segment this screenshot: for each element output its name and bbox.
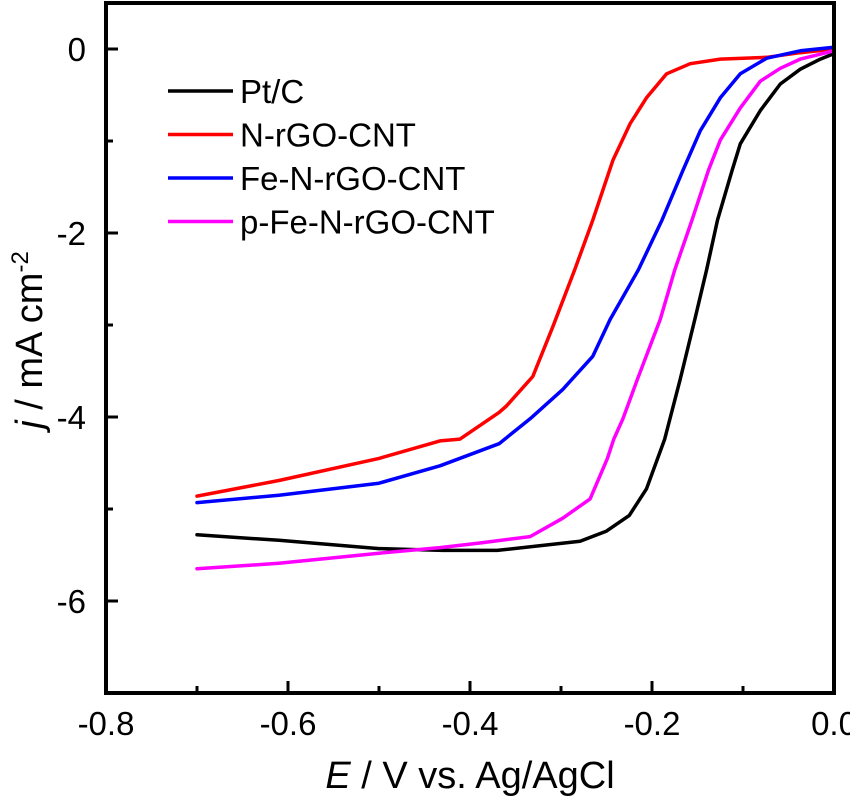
x-axis-title-symbol: E (325, 755, 351, 797)
x-tick-label: 0.0 (811, 705, 850, 742)
x-axis-title-unit: / V vs. Ag/AgCl (351, 755, 615, 797)
y-tick-label: -4 (57, 399, 86, 436)
series-line-p-fe-n-rgo-cnt (195, 49, 836, 571)
plot-frame (104, 1, 836, 695)
y-axis-title: j / mA cm-2 (7, 251, 51, 434)
legend-item: Fe-N-rGO-CNT (168, 160, 465, 197)
legend-item: Pt/C (168, 73, 304, 110)
y-axis-title-exponent: -2 (7, 251, 34, 272)
legend: Pt/C N-rGO-CNT Fe-N-rGO-CNT p-Fe-N-rGO-CNT (168, 73, 495, 241)
series-line-pt-c (195, 51, 836, 553)
ticks-layer: -0.8 -0.6 -0.4 -0.2 0.0 0 -2 -4 -6 (57, 31, 850, 742)
y-tick-label: -2 (57, 215, 86, 252)
series-line-n-rgo-cnt (195, 47, 836, 498)
x-tick-label: -0.4 (442, 705, 499, 742)
legend-label: Pt/C (240, 73, 304, 110)
series-layer (195, 45, 836, 571)
legend-label: Fe-N-rGO-CNT (240, 160, 465, 197)
x-tick-label: -0.8 (78, 705, 135, 742)
x-tick-label: -0.2 (624, 705, 681, 742)
y-tick-label: -6 (57, 583, 86, 620)
y-axis-title-unit: / mA cm (9, 273, 51, 421)
legend-item: p-Fe-N-rGO-CNT (168, 204, 495, 241)
y-tick-label: 0 (68, 31, 86, 68)
x-axis-title: E / V vs. Ag/AgCl (325, 755, 614, 797)
axes-layer (104, 1, 836, 695)
legend-label: p-Fe-N-rGO-CNT (240, 204, 495, 241)
legend-item: N-rGO-CNT (168, 117, 416, 154)
series-line-fe-n-rgo-cnt (195, 45, 836, 505)
legend-label: N-rGO-CNT (240, 117, 416, 154)
x-tick-label: -0.6 (260, 705, 317, 742)
